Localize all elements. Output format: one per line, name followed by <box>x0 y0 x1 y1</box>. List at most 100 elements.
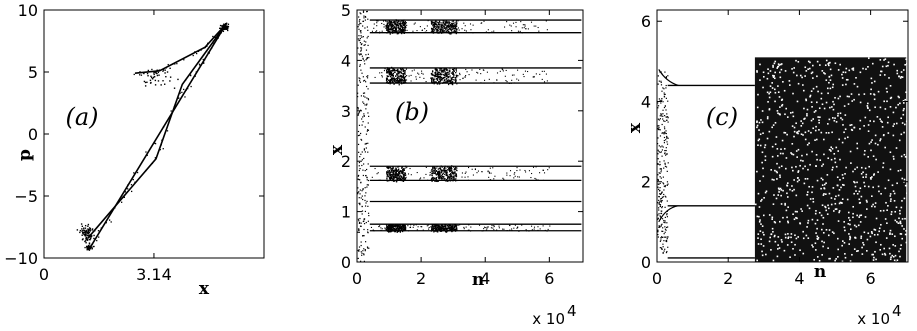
scatter-point <box>664 226 666 228</box>
white-speckle <box>833 119 836 122</box>
scatter-point <box>402 22 404 24</box>
scatter-point <box>183 88 185 91</box>
white-speckle <box>777 187 780 190</box>
white-speckle <box>782 152 784 155</box>
scatter-point <box>467 176 469 178</box>
scatter-point <box>363 157 365 160</box>
scatter-point <box>516 227 518 229</box>
scatter-point <box>514 175 516 177</box>
white-speckle <box>886 209 888 212</box>
scatter-point <box>358 77 360 79</box>
scatter-point <box>509 24 511 26</box>
white-speckle <box>871 62 874 65</box>
scatter-point <box>360 251 362 253</box>
white-speckle <box>898 75 900 78</box>
scatter-point <box>449 75 451 77</box>
white-speckle <box>904 63 906 66</box>
scatter-point <box>386 28 388 30</box>
scatter-point <box>439 24 441 26</box>
scatter-point <box>461 172 463 174</box>
white-speckle <box>773 62 776 65</box>
scatter-point <box>431 229 434 231</box>
scatter-point <box>441 224 443 226</box>
white-speckle <box>758 215 760 218</box>
white-speckle <box>823 187 825 189</box>
scatter-point <box>416 30 418 32</box>
scatter-point <box>363 260 365 262</box>
white-speckle <box>900 206 903 209</box>
scatter-point <box>153 72 155 74</box>
scatter-point <box>449 69 451 71</box>
scatter-point <box>445 75 447 77</box>
scatter-point <box>389 172 392 174</box>
scatter-point <box>162 69 165 71</box>
scatter-point <box>506 174 508 176</box>
scatter-point <box>358 35 360 37</box>
scatter-point <box>433 168 435 170</box>
scatter-point <box>153 70 155 73</box>
scatter-point <box>445 73 447 75</box>
scatter-point <box>482 230 484 232</box>
scatter-point <box>665 87 667 89</box>
scatter-point <box>359 134 361 136</box>
scatter-point <box>665 196 667 198</box>
scatter-point <box>366 186 368 188</box>
scatter-point <box>439 77 442 79</box>
scatter-point <box>454 82 456 84</box>
scatter-point <box>421 72 423 74</box>
scatter-point <box>402 20 404 23</box>
scatter-point <box>419 178 421 180</box>
x-tick-label: 3.14 <box>136 265 172 284</box>
scatter-point <box>454 225 456 227</box>
scatter-point <box>442 71 445 73</box>
white-speckle <box>762 214 765 217</box>
white-speckle <box>837 237 839 240</box>
scatter-point <box>439 177 441 179</box>
scatter-point <box>441 24 443 26</box>
scatter-point <box>152 76 155 79</box>
scatter-point <box>515 26 517 28</box>
white-speckle <box>831 131 833 134</box>
scatter-point <box>445 170 448 172</box>
scatter-point <box>88 243 91 245</box>
scatter-point <box>444 76 446 79</box>
scatter-point <box>525 171 527 173</box>
white-speckle <box>881 253 884 256</box>
white-speckle <box>856 142 858 145</box>
scatter-point <box>387 29 390 31</box>
white-speckle <box>766 77 769 80</box>
scatter-point <box>403 19 405 21</box>
scatter-point <box>660 237 662 239</box>
scatter-point <box>508 224 511 226</box>
y-axis-label: x <box>625 122 645 133</box>
white-speckle <box>791 111 794 114</box>
scatter-point <box>488 78 490 80</box>
scatter-point <box>493 224 495 227</box>
scatter-point <box>401 224 404 227</box>
scatter-point <box>208 52 210 54</box>
white-speckle <box>902 69 905 71</box>
scatter-point <box>483 228 485 230</box>
scatter-point <box>421 70 423 72</box>
white-speckle <box>869 235 872 238</box>
scatter-point <box>470 230 472 232</box>
scatter-point <box>387 27 390 30</box>
scatter-point <box>444 72 447 74</box>
white-speckle <box>825 101 828 104</box>
scatter-point <box>201 56 204 58</box>
scatter-point <box>397 178 399 180</box>
scatter-point <box>454 172 456 174</box>
scatter-point <box>450 226 453 228</box>
chaotic-region <box>754 57 907 263</box>
scatter-point <box>169 67 171 70</box>
white-speckle <box>829 257 831 260</box>
white-speckle <box>773 194 775 196</box>
scatter-point <box>435 68 437 70</box>
scatter-point <box>660 200 662 202</box>
scatter-point <box>358 53 360 55</box>
white-speckle <box>823 72 825 74</box>
white-speckle <box>853 98 855 101</box>
scatter-point <box>662 230 664 233</box>
white-speckle <box>816 60 819 63</box>
white-speckle <box>870 178 872 180</box>
